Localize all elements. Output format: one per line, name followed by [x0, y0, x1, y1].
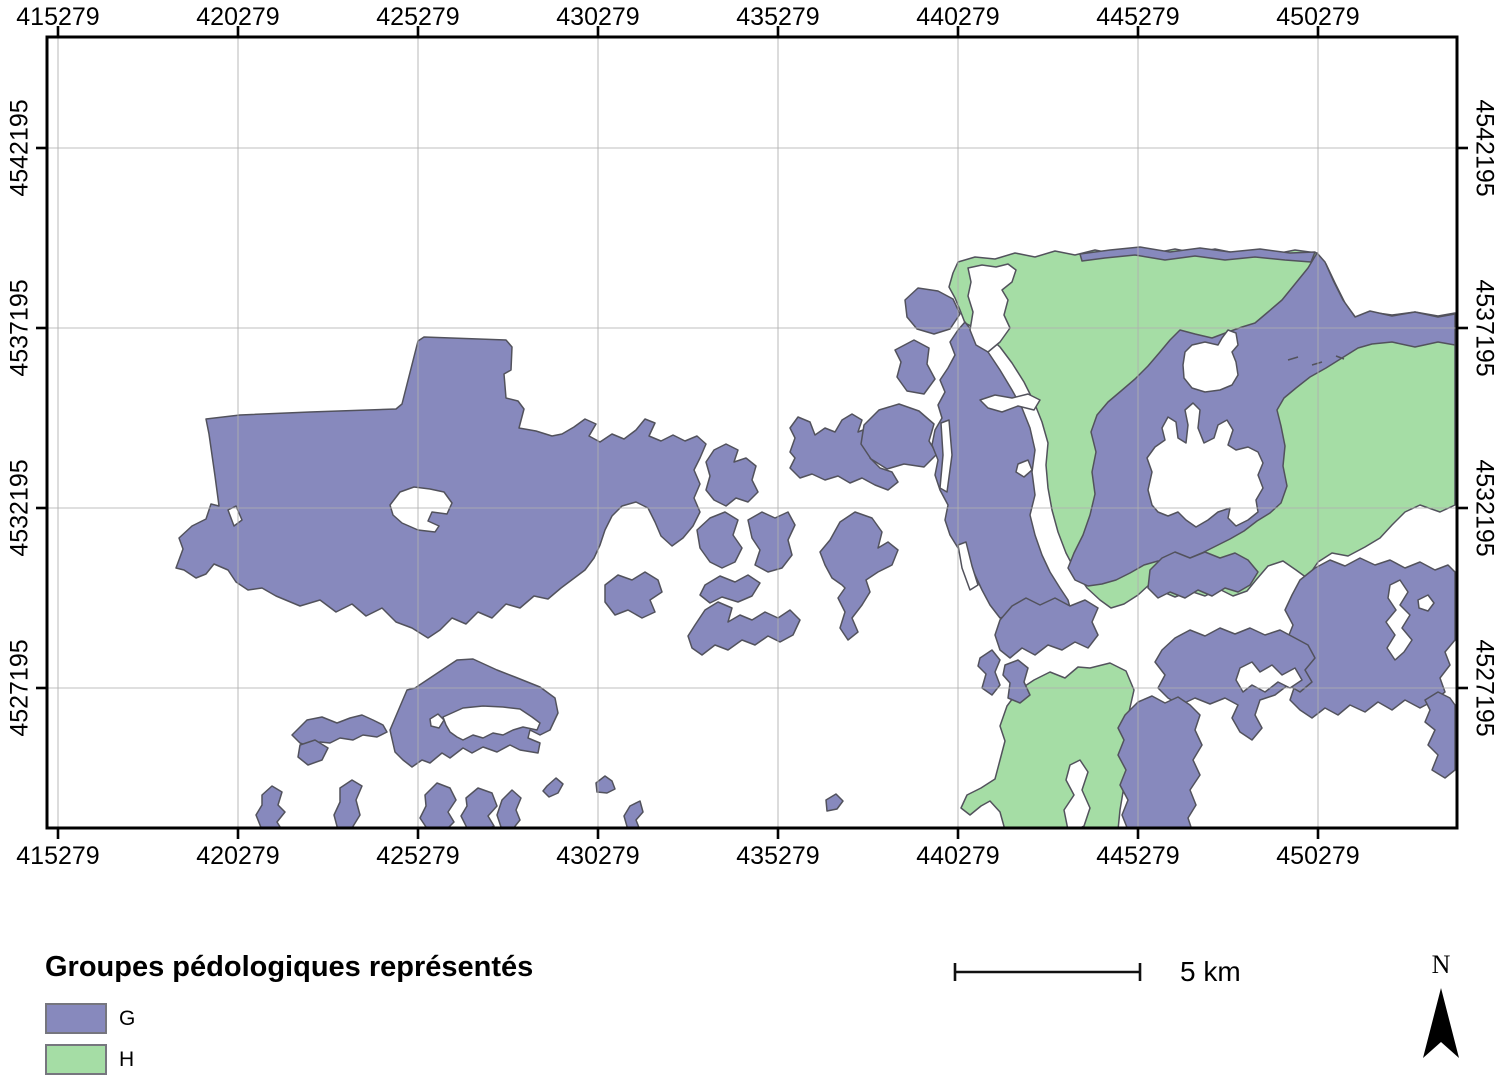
- region-purple-ra5: [1424, 691, 1456, 779]
- region-purple-islet-9: [825, 793, 844, 812]
- graticule: [47, 37, 1457, 828]
- region-purple-west-island-2: [297, 739, 329, 766]
- legend-title: Groupes pédologiques représentés: [45, 951, 534, 983]
- region-purple-mid-1: [696, 511, 743, 569]
- region-white-channel-green-patch: [1063, 759, 1091, 828]
- region-purple-chain-b3: [860, 403, 938, 470]
- region-purple-tadpole: [819, 511, 899, 641]
- region-purple-islet-3: [419, 782, 457, 828]
- region-purple-islet-2: [333, 779, 363, 828]
- region-purple-ra1: [1147, 551, 1259, 599]
- region-purple-mid-2: [747, 511, 796, 573]
- region-purple-west-mass: [175, 336, 707, 639]
- region-purple-islet-4: [460, 787, 498, 828]
- region-purple-mid-5: [687, 601, 801, 656]
- north-label: N: [1431, 950, 1451, 979]
- scale-bar: [953, 963, 1142, 981]
- region-purple-top-strip: [1079, 246, 1316, 263]
- axis-ticks: [36, 26, 1468, 839]
- region-white-dot-sw: [1015, 459, 1033, 478]
- region-purple-chain-b2: [894, 339, 936, 395]
- region-white-island-neck-hole: [1182, 329, 1239, 393]
- y-label-right-4537195: 4537195: [1470, 279, 1499, 377]
- x-label-top-415279: 415279: [16, 3, 100, 31]
- scalebar-label: 5 km: [1180, 956, 1241, 987]
- x-label-bottom-430279: 430279: [556, 842, 640, 870]
- legend-label-G: G: [119, 1007, 136, 1030]
- map-regions: [175, 246, 1456, 828]
- x-label-top-440279: 440279: [916, 3, 1000, 31]
- region-white-fjord-2: [957, 541, 979, 591]
- region-purple-ra8: [1002, 659, 1031, 704]
- region-white-lace-sw: [979, 393, 1041, 413]
- region-purple-ra4: [1117, 695, 1203, 828]
- legend-swatch-G: [45, 1003, 107, 1034]
- region-purple-islet-5: [496, 789, 522, 828]
- x-label-bottom-415279: 415279: [16, 842, 100, 870]
- x-label-top-420279: 420279: [196, 3, 280, 31]
- region-white-lace-ra2: [1385, 579, 1413, 661]
- x-label-top-445279: 445279: [1096, 3, 1180, 31]
- region-purple-islet-8: [623, 800, 644, 828]
- region-white-ring-hole: [442, 705, 541, 741]
- x-label-bottom-440279: 440279: [916, 842, 1000, 870]
- y-label-left-4532195: 4532195: [5, 459, 34, 557]
- region-purple-islet-7: [595, 775, 616, 794]
- x-label-bottom-425279: 425279: [376, 842, 460, 870]
- region-purple-ra2: [1284, 557, 1456, 719]
- x-label-top-425279: 425279: [376, 3, 460, 31]
- x-label-bottom-450279: 450279: [1276, 842, 1360, 870]
- region-band-dash-marks: [1287, 355, 1345, 366]
- region-purple-ra7: [977, 649, 1001, 696]
- region-white-dot-ra2: [1417, 594, 1435, 612]
- x-label-bottom-435279: 435279: [736, 842, 820, 870]
- region-purple-ra6: [994, 597, 1099, 659]
- region-white-hand-hole: [1146, 402, 1264, 528]
- north-arrow-icon: [1423, 988, 1459, 1058]
- x-label-top-430279: 430279: [556, 3, 640, 31]
- region-purple-islet-1: [255, 785, 286, 828]
- region-purple-chain-b1: [904, 287, 961, 335]
- x-label-bottom-445279: 445279: [1096, 842, 1180, 870]
- legend-label-H: H: [119, 1048, 135, 1071]
- y-label-left-4542195: 4542195: [5, 99, 34, 197]
- x-label-top-450279: 450279: [1276, 3, 1360, 31]
- x-label-top-435279: 435279: [736, 3, 820, 31]
- region-purple-islet-6: [542, 777, 564, 798]
- y-label-right-4527195: 4527195: [1470, 639, 1499, 737]
- y-label-left-4527195: 4527195: [5, 639, 34, 737]
- legend-swatch-H: [45, 1044, 107, 1075]
- region-white-ring-dot: [429, 713, 445, 729]
- region-white-bay-in-green: [967, 263, 1017, 353]
- region-purple-knob: [705, 443, 759, 507]
- y-label-right-4542195: 4542195: [1470, 99, 1499, 197]
- region-purple-mid-4: [604, 571, 663, 619]
- y-label-right-4532195: 4532195: [1470, 459, 1499, 557]
- region-white-fjord-1: [939, 419, 953, 493]
- y-label-left-4537195: 4537195: [5, 279, 34, 377]
- region-white-lace-ra3: [1235, 661, 1303, 693]
- x-label-bottom-420279: 420279: [196, 842, 280, 870]
- map-frame: [45, 35, 1459, 830]
- region-purple-mid-3: [699, 574, 761, 604]
- region-white-hole-west-blob: [389, 486, 453, 533]
